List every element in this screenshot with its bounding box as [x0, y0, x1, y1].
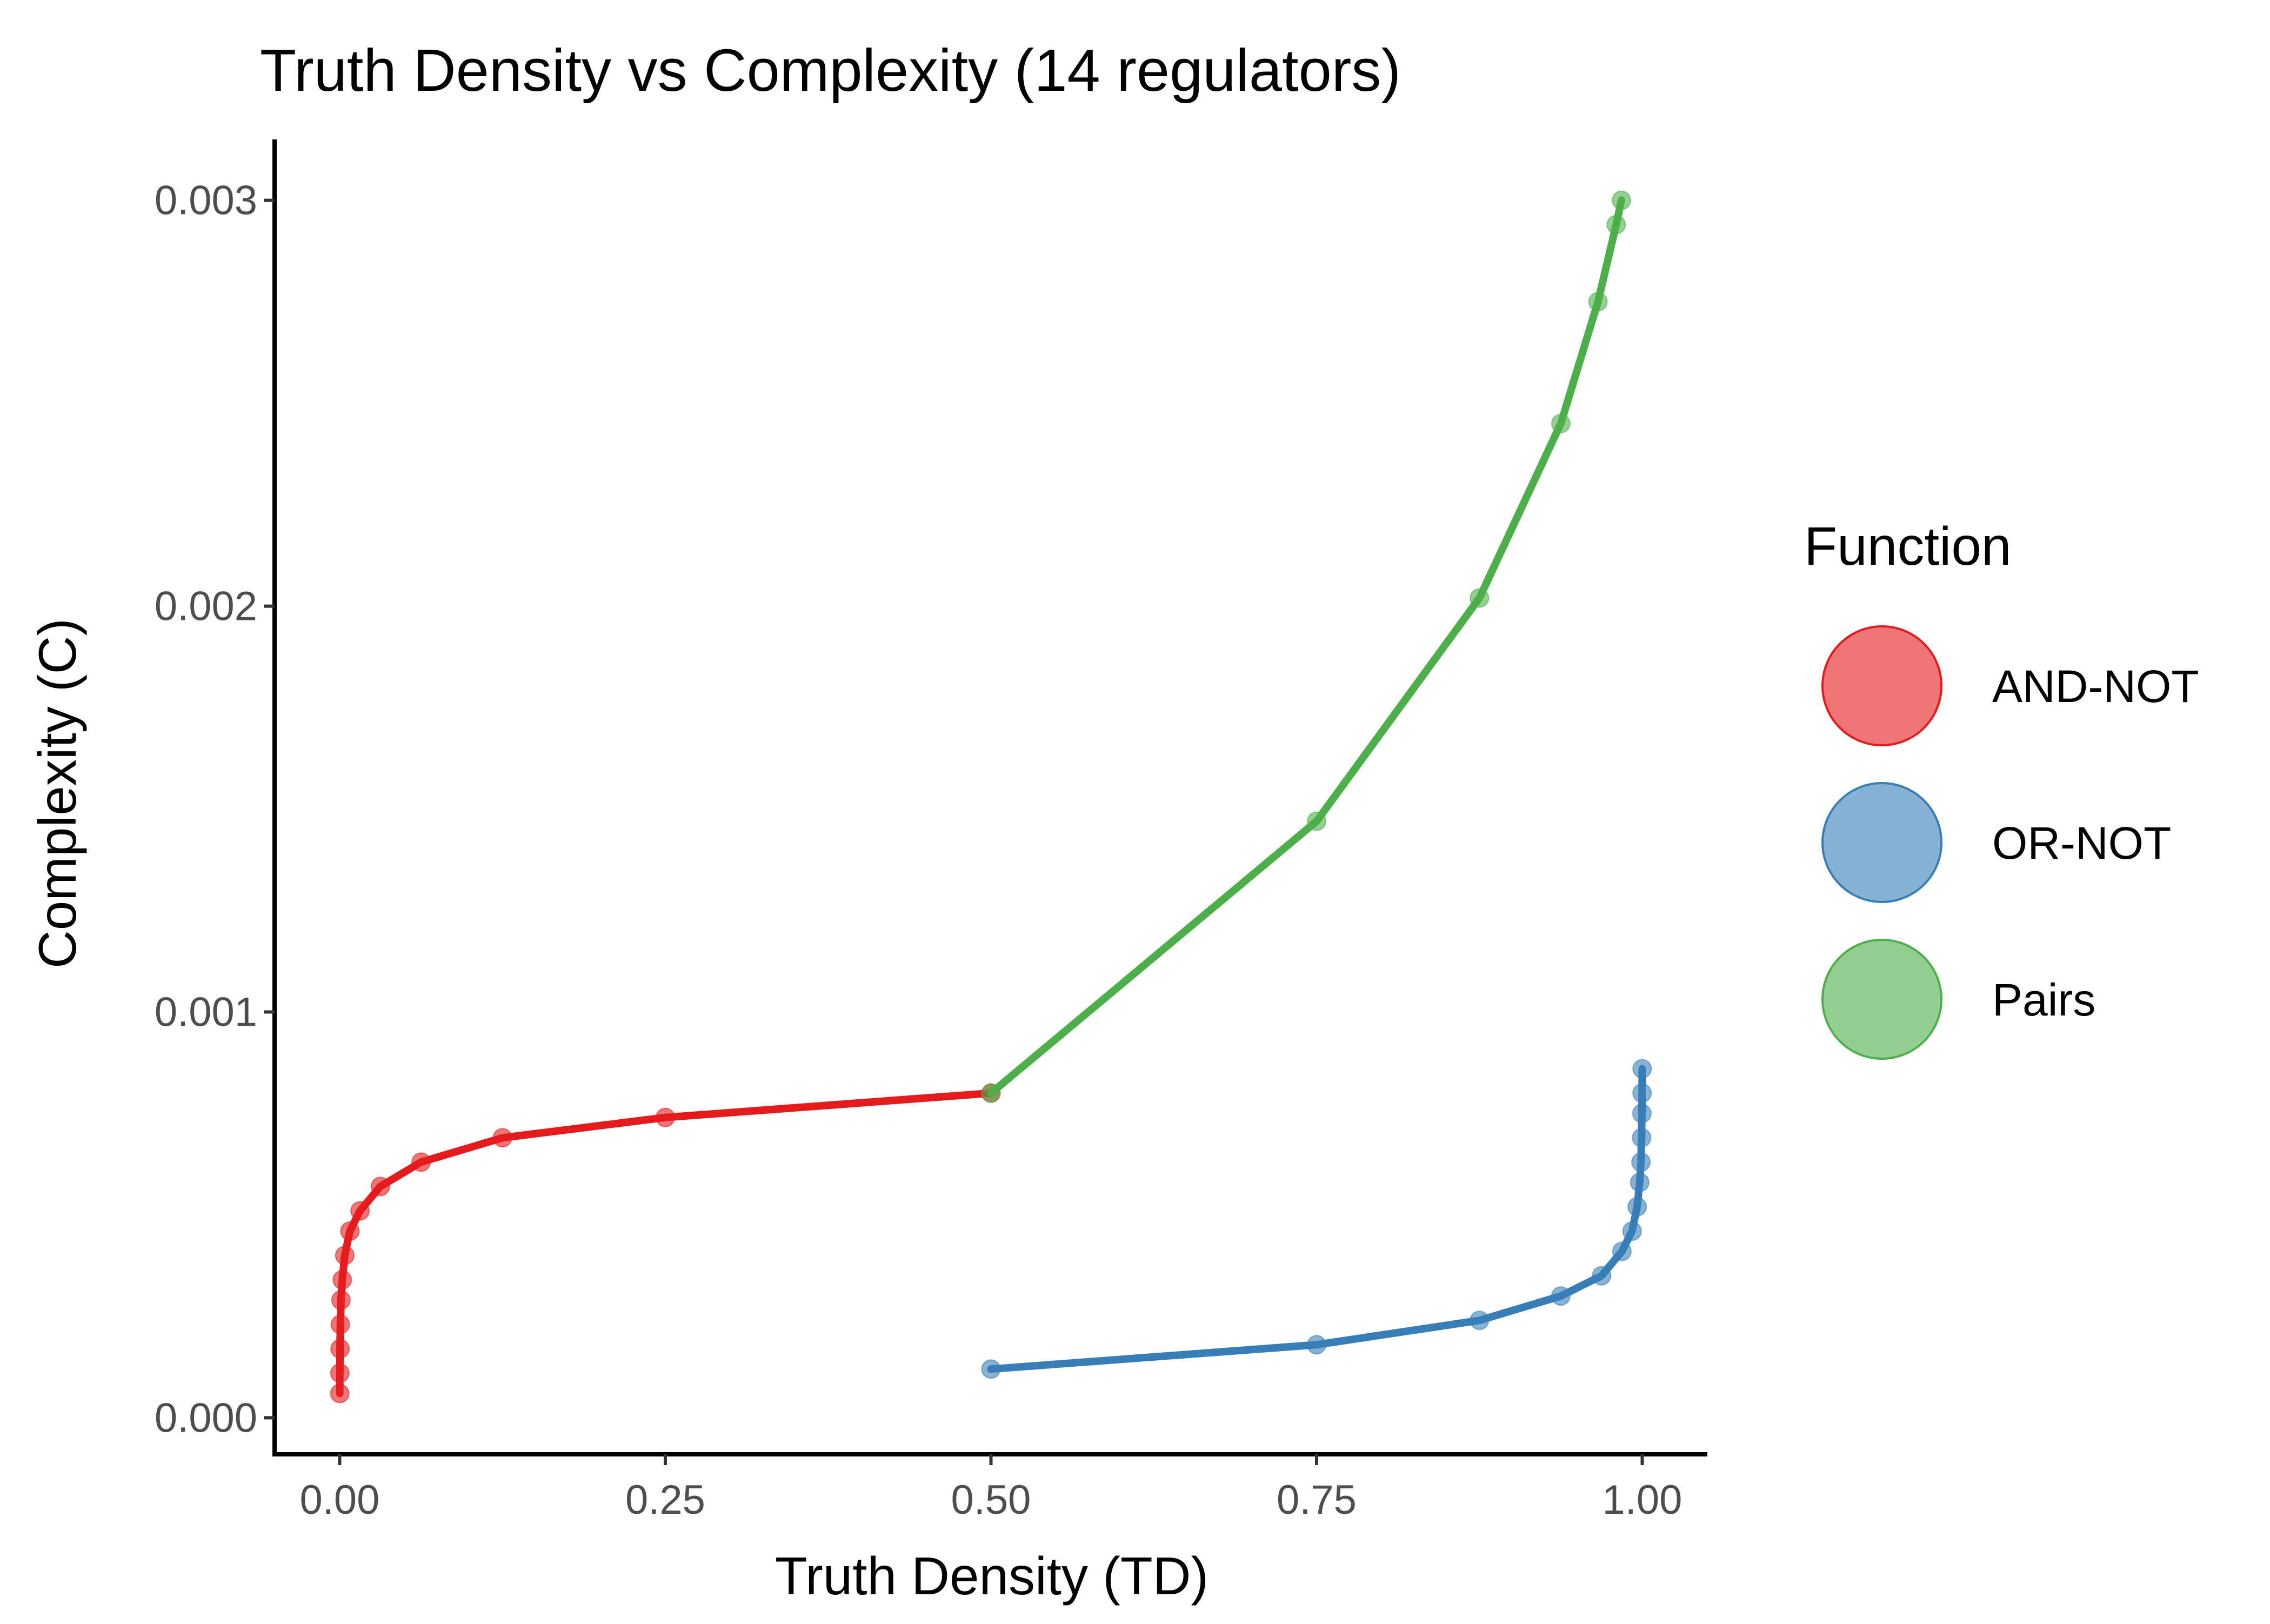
data-point [1551, 413, 1571, 433]
data-point [1631, 1152, 1651, 1172]
data-point [981, 1083, 1001, 1103]
data-point [1470, 588, 1490, 608]
x-tick-label: 0.00 [300, 1477, 380, 1523]
data-point [1606, 215, 1626, 235]
data-point [1612, 1241, 1632, 1261]
data-point [1632, 1083, 1652, 1103]
legend-swatch [1821, 625, 1942, 746]
legend-swatch [1821, 782, 1942, 903]
data-point [330, 1314, 350, 1334]
y-tick-label: 0.001 [155, 989, 257, 1035]
legend-swatch [1821, 939, 1942, 1060]
data-point [492, 1128, 512, 1148]
data-point [1632, 1128, 1652, 1148]
data-point [330, 1384, 350, 1404]
series-line [336, 1089, 995, 1398]
legend-label: OR-NOT [1992, 818, 2171, 868]
data-point [1622, 1221, 1642, 1241]
data-point [656, 1107, 675, 1127]
data-point [370, 1177, 390, 1197]
data-point [350, 1201, 370, 1221]
series-line [987, 196, 1625, 1097]
x-tick-label: 0.25 [625, 1477, 705, 1523]
data-point [981, 1359, 1001, 1379]
data-point [1627, 1197, 1647, 1217]
data-point [330, 1339, 350, 1359]
x-tick-label: 1.00 [1603, 1477, 1683, 1523]
data-point [1632, 1059, 1652, 1079]
data-point [335, 1246, 355, 1266]
y-axis-label: Complexity (C) [28, 618, 87, 968]
x-tick-label: 0.50 [951, 1477, 1031, 1523]
y-tick-label: 0.003 [155, 178, 257, 224]
data-point [1632, 1104, 1652, 1124]
data-point [340, 1221, 360, 1241]
data-point [330, 1363, 350, 1383]
data-point [332, 1270, 352, 1290]
data-point [1588, 292, 1608, 312]
data-point [331, 1290, 351, 1310]
series-line [987, 1065, 1646, 1373]
x-tick-label: 0.75 [1277, 1477, 1357, 1523]
x-axis-label: Truth Density (TD) [775, 1546, 1209, 1606]
y-tick-label: 0.002 [155, 584, 257, 630]
data-point [411, 1152, 431, 1172]
legend-title: Function [1804, 516, 2012, 577]
y-tick-label: 0.000 [155, 1395, 257, 1441]
data-point [1470, 1311, 1490, 1331]
data-point [1307, 811, 1326, 831]
chart-title: Truth Density vs Complexity (14 regulato… [260, 37, 1401, 104]
data-point [1592, 1266, 1612, 1286]
data-point [1307, 1335, 1326, 1355]
data-point [1611, 190, 1631, 210]
data-point [1551, 1286, 1571, 1306]
legend-label: AND-NOT [1992, 661, 2199, 712]
data-point [1630, 1172, 1650, 1192]
legend-label: Pairs [1992, 974, 2095, 1025]
